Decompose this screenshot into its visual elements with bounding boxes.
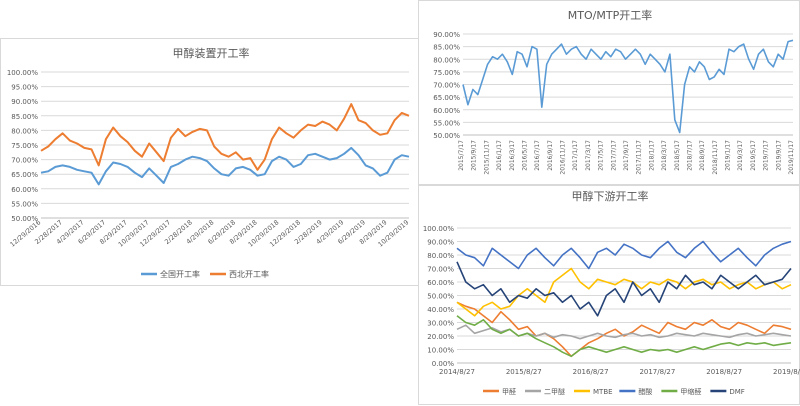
y-tick-label: 90.00% bbox=[427, 239, 454, 247]
y-tick-label: 100.00% bbox=[423, 225, 454, 233]
x-tick-label: 2015/7/17 bbox=[458, 140, 465, 171]
x-tick-label: 2015/11/17 bbox=[483, 140, 490, 175]
y-tick-label: 60.00% bbox=[433, 107, 460, 115]
y-tick-label: 50.00% bbox=[433, 132, 460, 140]
x-tick-label: 2018/9/17 bbox=[699, 140, 706, 171]
x-tick-label: 2017/5/17 bbox=[598, 140, 605, 171]
legend-label: MTBE bbox=[593, 388, 613, 396]
y-tick-label: 90.00% bbox=[433, 31, 460, 39]
chart-title: 甲醇装置开工率 bbox=[173, 46, 250, 60]
x-tick-label: 2016/9/17 bbox=[547, 140, 554, 171]
x-tick-label: 2019/11/17 bbox=[788, 140, 795, 175]
y-tick-label: 55.00% bbox=[433, 119, 460, 127]
x-tick-label: 2018/7/17 bbox=[686, 140, 693, 171]
x-tick-label: 2016/5/17 bbox=[521, 140, 528, 171]
chart-panel-methanol-plant: 甲醇装置开工率 100.00% 95.00% 90.00% 85.00% 80.00% 7… bbox=[0, 38, 421, 286]
x-tick-label: 2016/3/17 bbox=[509, 140, 516, 171]
y-tick-label: 65.00% bbox=[433, 94, 460, 102]
x-tick-label: 2019/1/17 bbox=[725, 140, 732, 171]
y-tick-label: 20.00% bbox=[427, 333, 454, 341]
x-tick-label: 2018/1/17 bbox=[648, 140, 655, 171]
chart-methanol-plant-operating-rate: 甲醇装置开工率 100.00% 95.00% 90.00% 85.00% 80.00% 7… bbox=[1, 39, 422, 287]
y-tick-label: 80.00% bbox=[427, 252, 454, 260]
chart-methanol-downstream-operating-rate: 甲醇下游开工率 100.00% 90.00% 80.00% 70.00% 60.00% 5… bbox=[419, 186, 800, 406]
x-tick-label: 2018/3/17 bbox=[661, 140, 668, 171]
legend-label: 甲醛 bbox=[502, 387, 516, 396]
y-tick-label: 95.00% bbox=[11, 84, 38, 92]
y-tick-label: 55.00% bbox=[11, 200, 38, 208]
x-tick-label: 2017/1/17 bbox=[572, 140, 579, 171]
x-tick-label: 2018/8/27 bbox=[706, 368, 742, 376]
chart-mto-mtp-operating-rate: MTO/MTP开工率 90.00% 85.00% 80.00% 75.00% 70.00… bbox=[419, 1, 800, 186]
x-tick-label: 2018/11/17 bbox=[712, 140, 719, 175]
legend-label: 二甲醚 bbox=[544, 387, 565, 396]
legend-label: 西北开工率 bbox=[229, 269, 269, 279]
x-tick-label: 2019/7/17 bbox=[763, 140, 770, 171]
x-tick-label: 2019/9/17 bbox=[775, 140, 782, 171]
y-tick-label: 60.00% bbox=[427, 279, 454, 287]
chart-title: 甲醇下游开工率 bbox=[572, 189, 649, 203]
legend-label: 甲缩醛 bbox=[680, 387, 701, 396]
y-tick-label: 70.00% bbox=[433, 82, 460, 90]
legend-label: 醋酸 bbox=[638, 387, 652, 396]
y-tick-label: 70.00% bbox=[11, 157, 38, 165]
x-tick-label: 2019/3/17 bbox=[737, 140, 744, 171]
y-tick-label: 60.00% bbox=[11, 186, 38, 194]
y-tick-label: 85.00% bbox=[433, 44, 460, 52]
y-tick-label: 100.00% bbox=[7, 69, 38, 77]
y-tick-label: 85.00% bbox=[11, 113, 38, 121]
y-tick-label: 80.00% bbox=[11, 127, 38, 135]
legend-label: DMF bbox=[729, 388, 744, 396]
series-line bbox=[41, 148, 409, 185]
x-tick-label: 2017/8/27 bbox=[639, 368, 675, 376]
x-tick-label: 2017/3/17 bbox=[585, 140, 592, 171]
x-tick-label: 2014/8/27 bbox=[439, 368, 475, 376]
y-tick-label: 90.00% bbox=[11, 98, 38, 106]
x-tick-label: 2016/11/17 bbox=[560, 140, 567, 175]
x-tick-label: 2017/9/17 bbox=[623, 140, 630, 171]
x-tick-label: 2015/9/17 bbox=[471, 140, 478, 171]
x-tick-label: 2017/7/17 bbox=[610, 140, 617, 171]
y-tick-label: 50.00% bbox=[427, 293, 454, 301]
chart-title: MTO/MTP开工率 bbox=[568, 8, 652, 22]
y-tick-label: 40.00% bbox=[427, 306, 454, 314]
x-tick-label: 2018/5/17 bbox=[674, 140, 681, 171]
x-tick-label: 2016/7/17 bbox=[534, 140, 541, 171]
y-tick-label: 65.00% bbox=[11, 171, 38, 179]
y-tick-label: 0.00% bbox=[432, 360, 455, 368]
legend-label: 全国开工率 bbox=[160, 269, 200, 279]
series-line bbox=[463, 40, 793, 132]
y-tick-label: 80.00% bbox=[433, 56, 460, 64]
chart-panel-mto: MTO/MTP开工率 90.00% 85.00% 80.00% 75.00% 70.00… bbox=[418, 0, 800, 185]
x-tick-label: 2016/1/17 bbox=[496, 140, 503, 171]
x-tick-label: 2017/11/17 bbox=[636, 140, 643, 175]
x-tick-label: 2019/5/17 bbox=[750, 140, 757, 171]
x-tick-label: 2016/8/27 bbox=[573, 368, 609, 376]
y-tick-label: 10.00% bbox=[427, 347, 454, 355]
y-tick-label: 70.00% bbox=[427, 266, 454, 274]
y-tick-label: 75.00% bbox=[11, 142, 38, 150]
y-tick-label: 75.00% bbox=[433, 69, 460, 77]
y-tick-label: 30.00% bbox=[427, 320, 454, 328]
x-tick-label: 2015/8/27 bbox=[506, 368, 542, 376]
chart-panel-downstream: 甲醇下游开工率 100.00% 90.00% 80.00% 70.00% 60.00% 5… bbox=[418, 185, 800, 405]
x-tick-label: 2019/8/27 bbox=[773, 368, 800, 376]
